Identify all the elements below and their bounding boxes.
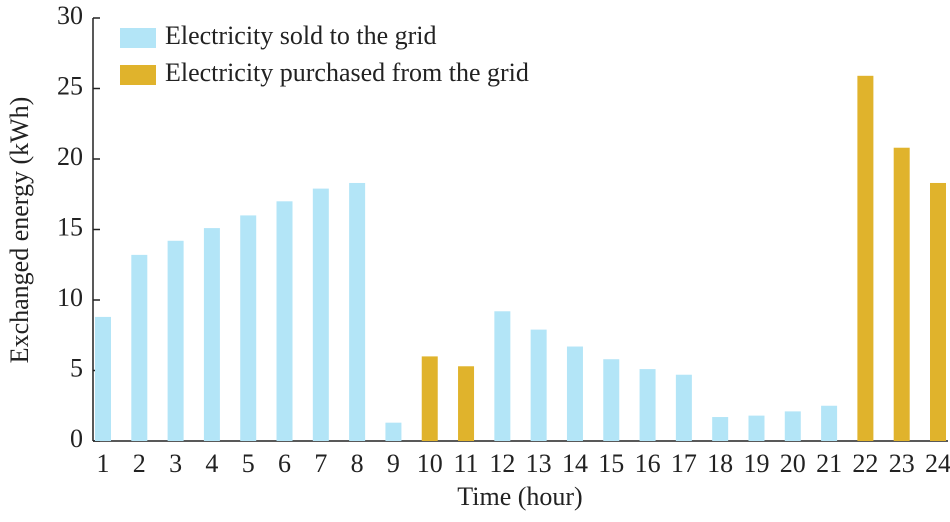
bar: [312, 188, 329, 441]
legend-label: Electricity purchased from the grid: [165, 58, 529, 87]
bar: [821, 405, 838, 441]
x-tick-label: 15: [598, 449, 624, 478]
x-tick-label: 8: [351, 449, 364, 478]
y-axis-label: Exchanged energy (kWh): [5, 97, 34, 364]
x-tick-label: 11: [454, 449, 479, 478]
x-tick-label: 13: [526, 449, 552, 478]
legend-label: Electricity sold to the grid: [165, 21, 437, 50]
x-tick-label: 3: [169, 449, 182, 478]
x-tick-label: 24: [925, 449, 950, 478]
bar: [458, 366, 475, 441]
bar: [893, 147, 910, 441]
bar: [530, 329, 547, 441]
x-tick-label: 2: [133, 449, 146, 478]
x-tick-label: 12: [489, 449, 515, 478]
bar: [240, 215, 257, 441]
x-tick-label: 1: [97, 449, 110, 478]
x-tick-label: 21: [816, 449, 842, 478]
x-tick-label: 23: [889, 449, 915, 478]
bar: [385, 422, 402, 441]
y-tick-label: 15: [57, 212, 83, 241]
x-tick-label: 22: [852, 449, 878, 478]
x-tick-label: 9: [387, 449, 400, 478]
bar: [167, 240, 184, 441]
bar: [603, 359, 620, 441]
x-tick-label: 17: [671, 449, 697, 478]
x-tick-label: 10: [417, 449, 443, 478]
x-tick-label: 14: [562, 449, 588, 478]
bar: [95, 316, 111, 441]
legend-swatch: [120, 65, 156, 85]
y-tick-label: 10: [57, 283, 83, 312]
bar: [203, 228, 220, 441]
bar: [421, 356, 438, 441]
bar: [566, 346, 583, 441]
bar: [857, 75, 874, 441]
x-axis-label: Time (hour): [457, 482, 582, 511]
bar: [675, 374, 692, 441]
bar: [712, 417, 729, 441]
bar: [276, 201, 293, 441]
bar: [639, 369, 656, 441]
y-tick-label: 5: [70, 353, 83, 382]
x-tick-label: 6: [278, 449, 291, 478]
y-tick-label: 0: [70, 424, 83, 453]
x-tick-label: 5: [242, 449, 255, 478]
bar: [748, 415, 765, 441]
x-tick-label: 20: [780, 449, 806, 478]
bar: [349, 182, 366, 441]
y-tick-label: 25: [57, 71, 83, 100]
legend-swatch: [120, 28, 156, 48]
bar: [784, 411, 801, 441]
x-tick-label: 7: [314, 449, 327, 478]
y-tick-label: 30: [57, 1, 83, 30]
y-tick-label: 20: [57, 142, 83, 171]
bar: [494, 311, 511, 441]
x-tick-label: 18: [707, 449, 733, 478]
bar: [930, 182, 946, 441]
x-tick-label: 4: [205, 449, 218, 478]
x-tick-label: 19: [743, 449, 769, 478]
bar: [131, 254, 148, 441]
x-tick-label: 16: [635, 449, 661, 478]
